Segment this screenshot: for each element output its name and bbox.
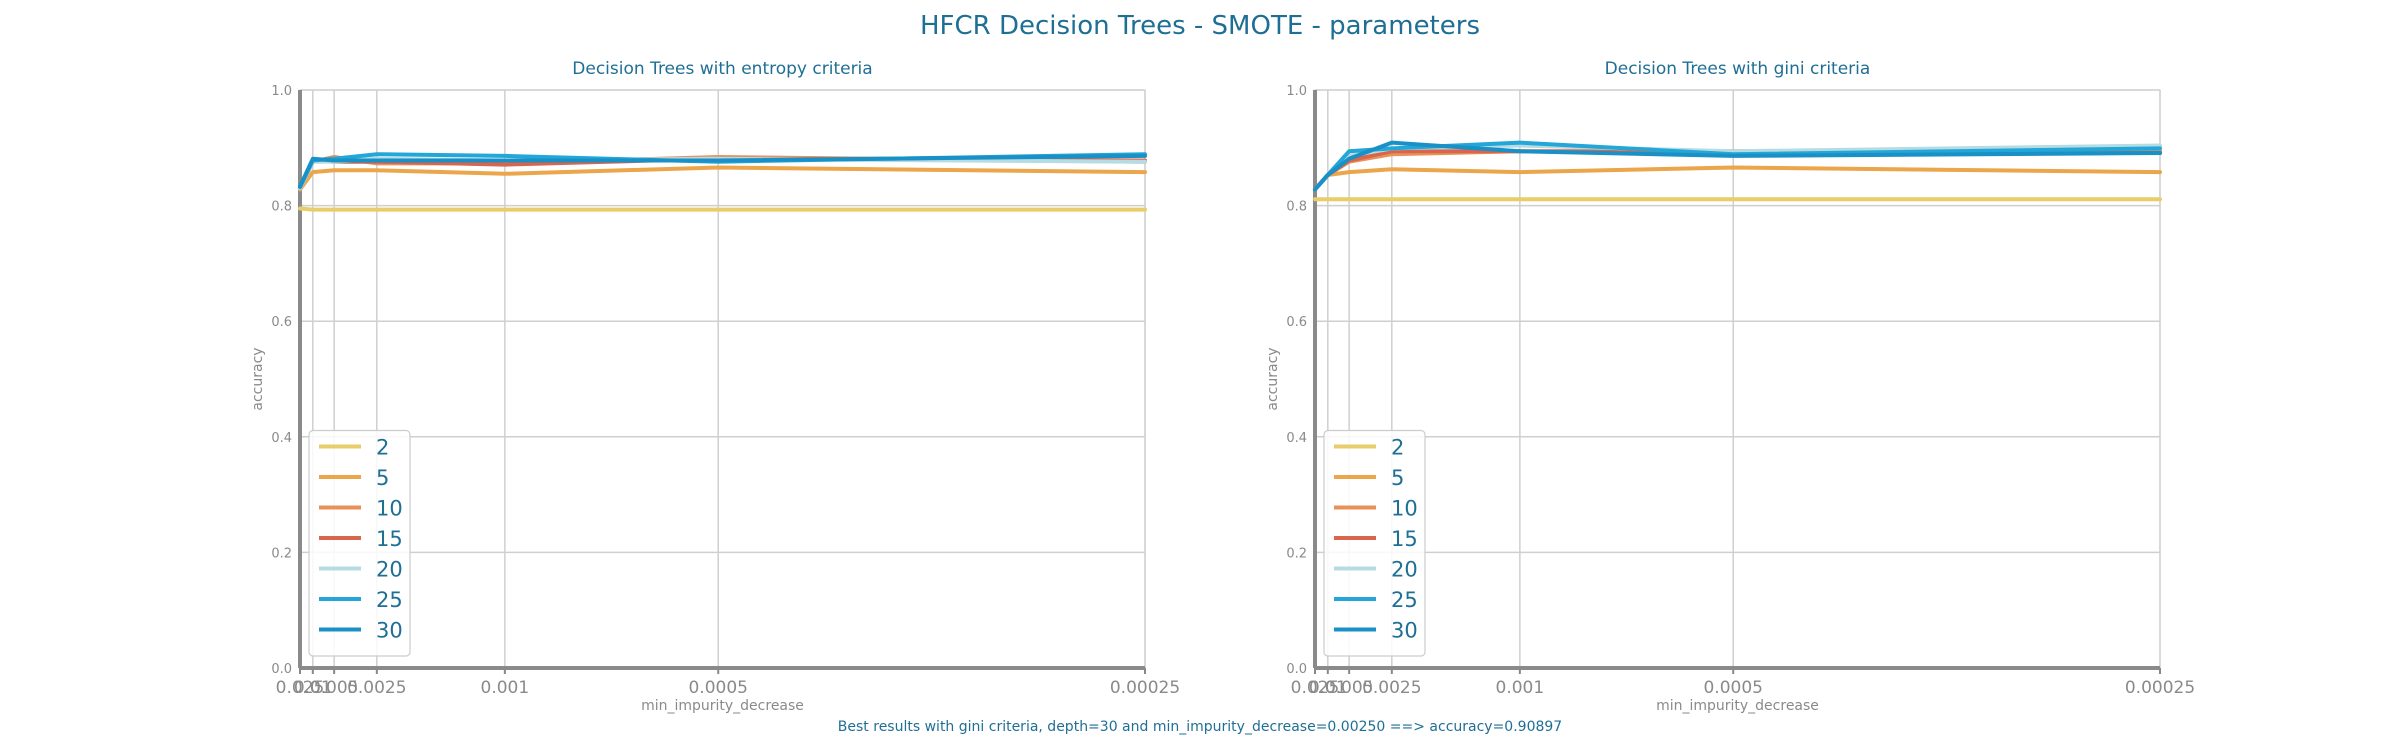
- legend-label-10: 10: [1391, 497, 1418, 521]
- plot-frame: [1314, 89, 2161, 669]
- y-tick-label: 0.0: [271, 662, 292, 677]
- legend-label-15: 15: [376, 527, 403, 551]
- y-axis-label: accuracy: [1265, 347, 1281, 410]
- y-tick-label: 0.6: [1286, 315, 1307, 330]
- chart-title: Decision Trees with entropy criteria: [572, 59, 872, 79]
- best-result-caption: Best results with gini criteria, depth=3…: [838, 719, 1562, 735]
- y-tick-label: 0.2: [1286, 546, 1307, 561]
- y-tick-label: 0.4: [271, 431, 292, 446]
- legend-label-5: 5: [1391, 466, 1404, 490]
- series-line-5: [1313, 165, 2162, 192]
- legend-label-30: 30: [1391, 619, 1418, 643]
- x-tick-label: 0.001: [481, 678, 530, 698]
- y-tick-label: 0.0: [1286, 662, 1307, 677]
- x-tick-label: 0.0005: [1703, 678, 1762, 698]
- y-tick-label: 0.6: [271, 315, 292, 330]
- legend-label-25: 25: [376, 588, 403, 612]
- x-tick-label: 0.005: [1325, 678, 1374, 698]
- x-tick-label: 0.01: [294, 678, 332, 698]
- x-tick-label: 0.0005: [688, 678, 747, 698]
- legend-label-30: 30: [376, 619, 403, 643]
- y-tick-label: 0.8: [1286, 200, 1307, 215]
- y-tick-label: 0.4: [1286, 431, 1307, 446]
- x-axis-label: min_impurity_decrease: [641, 698, 804, 714]
- y-tick-label: 0.8: [271, 200, 292, 215]
- legend-label-10: 10: [376, 497, 403, 521]
- x-tick-label: 0.025: [1291, 678, 1340, 698]
- figure-title: HFCR Decision Trees - SMOTE - parameters: [920, 11, 1480, 41]
- x-tick-label: 0.01: [1309, 678, 1347, 698]
- x-tick-label: 0.025: [276, 678, 325, 698]
- y-tick-label: 1.0: [271, 84, 292, 99]
- x-tick-label: 0.005: [310, 678, 359, 698]
- legend-label-15: 15: [1391, 527, 1418, 551]
- legend-label-2: 2: [1391, 436, 1404, 460]
- legend-label-20: 20: [1391, 558, 1418, 582]
- legend-label-2: 2: [376, 436, 389, 460]
- x-tick-label: 0.001: [1496, 678, 1545, 698]
- x-axis-label: min_impurity_decrease: [1656, 698, 1819, 714]
- y-tick-label: 1.0: [1286, 84, 1307, 99]
- x-tick-label: 0.0025: [347, 678, 406, 698]
- x-tick-label: 0.00025: [2125, 678, 2195, 698]
- y-axis-label: accuracy: [250, 347, 266, 410]
- series-line-2: [298, 206, 1147, 212]
- legend-label-5: 5: [376, 466, 389, 490]
- x-tick-label: 0.0025: [1362, 678, 1421, 698]
- y-tick-label: 0.2: [271, 546, 292, 561]
- legend-label-20: 20: [376, 558, 403, 582]
- legend-label-25: 25: [1391, 588, 1418, 612]
- series-line-5: [298, 165, 1147, 192]
- x-tick-label: 0.00025: [1110, 678, 1180, 698]
- chart-title: Decision Trees with gini criteria: [1605, 59, 1871, 79]
- plot-frame: [299, 89, 1146, 669]
- series-line-30: [298, 153, 1147, 189]
- series-line-30: [1313, 140, 2162, 192]
